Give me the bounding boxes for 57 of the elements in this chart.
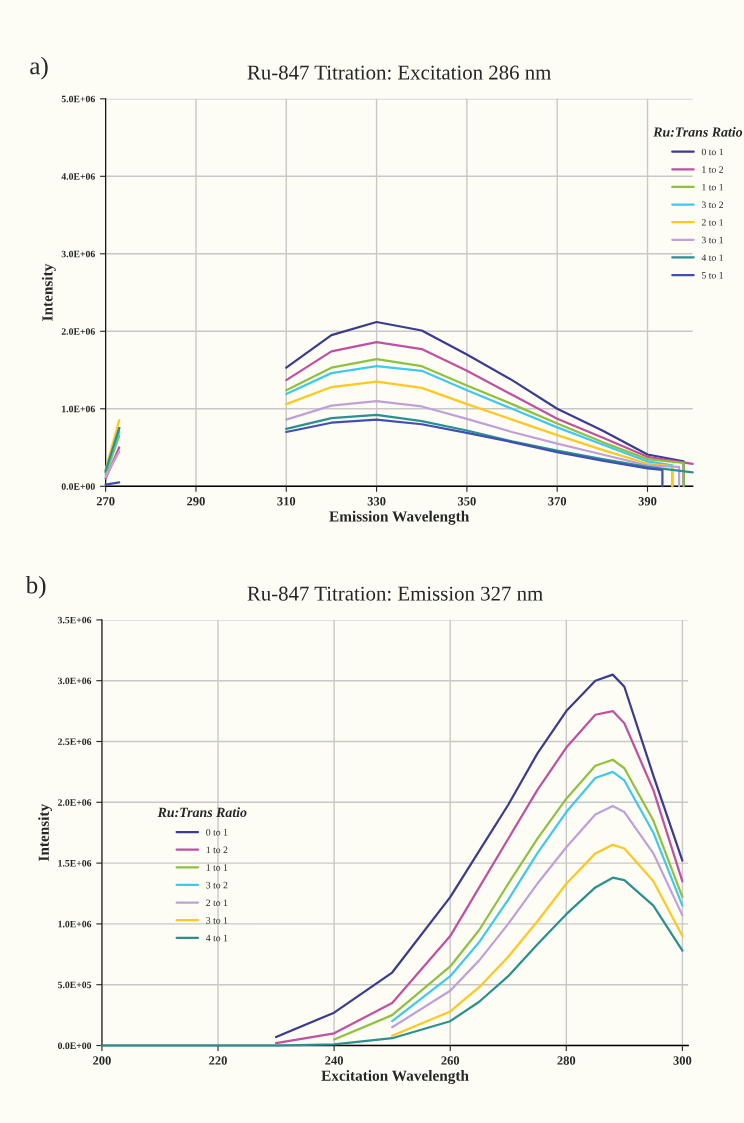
- y-tick-label: 5.0E+05: [58, 981, 92, 989]
- legend-label: 3 to 2: [701, 201, 724, 209]
- legend-label: 3 to 1: [701, 236, 723, 244]
- line-series: [391, 804, 684, 1029]
- y-tick-label: 3.0E+06: [61, 250, 95, 258]
- x-tick-label: 330: [367, 497, 386, 506]
- x-tick-label: 260: [441, 1056, 460, 1065]
- chart-title: Ru-847 Titration: Excitation 286 nm: [247, 65, 552, 80]
- y-tick-label: 3.5E+06: [57, 616, 92, 624]
- line-series: [391, 843, 684, 1037]
- legend-label: 1 to 1: [206, 864, 228, 871]
- x-tick-label: 270: [96, 497, 115, 506]
- chart-title: Ru-847 Titration: Emission 327 nm: [247, 586, 543, 601]
- x-tick-label: 290: [187, 497, 205, 506]
- y-tick-label: 2.5E+06: [58, 738, 92, 746]
- x-tick-label: 220: [209, 1056, 227, 1065]
- x-tick-label: 240: [325, 1056, 344, 1065]
- x-tick-label: 310: [277, 497, 296, 506]
- x-tick-label: 200: [93, 1056, 111, 1065]
- legend-label: 4 to 1: [701, 254, 723, 261]
- x-tick-label: 370: [548, 497, 567, 506]
- text: b): [25, 575, 46, 599]
- y-tick-label: 2.0E+06: [61, 328, 95, 335]
- legend-label: 2 to 1: [206, 899, 228, 907]
- line-series: [333, 758, 684, 1041]
- legend-label: 5 to 1: [701, 272, 723, 279]
- legend-label: 3 to 2: [206, 881, 228, 889]
- legend-label: 2 to 1: [701, 219, 723, 226]
- x-axis-title: Emission Wavelength: [329, 510, 470, 525]
- y-tick-label: 0.0E+00: [61, 483, 95, 490]
- legend-label: 1 to 2: [702, 166, 724, 173]
- x-tick-label: 280: [557, 1056, 576, 1065]
- legend-title: Ru:Trans Ratio: [653, 126, 743, 137]
- line-series: [100, 876, 684, 1047]
- x-tick-label: 390: [638, 497, 657, 506]
- legend-label: 3 to 1: [206, 917, 228, 924]
- y-tick-label: 5.0E+06: [61, 95, 95, 103]
- y-axis-title: Intensity: [41, 263, 56, 321]
- y-tick-label: 1.0E+06: [62, 405, 95, 413]
- y-tick-label: 4.0E+06: [61, 173, 95, 180]
- y-axis-title: Intensity: [38, 803, 53, 862]
- y-tick-label: 1.5E+06: [58, 860, 92, 867]
- x-tick-label: 300: [673, 1056, 692, 1065]
- legend-label: 1 to 2: [206, 846, 228, 854]
- text: a): [30, 56, 48, 80]
- x-axis-title: Excitation Wavelength: [321, 1070, 469, 1085]
- x-tick-label: 350: [457, 497, 476, 506]
- line-series: [391, 770, 684, 1023]
- legend-label: 0 to 1: [701, 148, 723, 156]
- legend-title: Ru:Trans Ratio: [157, 807, 247, 818]
- legend-label: 0 to 1: [206, 828, 228, 836]
- y-tick-label: 1.0E+06: [58, 920, 92, 928]
- y-tick-label: 2.0E+06: [58, 799, 92, 806]
- y-tick-label: 0.0E+00: [57, 1042, 92, 1050]
- legend-label: 1 to 1: [702, 183, 723, 191]
- legend-label: 4 to 1: [205, 934, 228, 942]
- y-tick-label: 3.0E+06: [57, 677, 92, 685]
